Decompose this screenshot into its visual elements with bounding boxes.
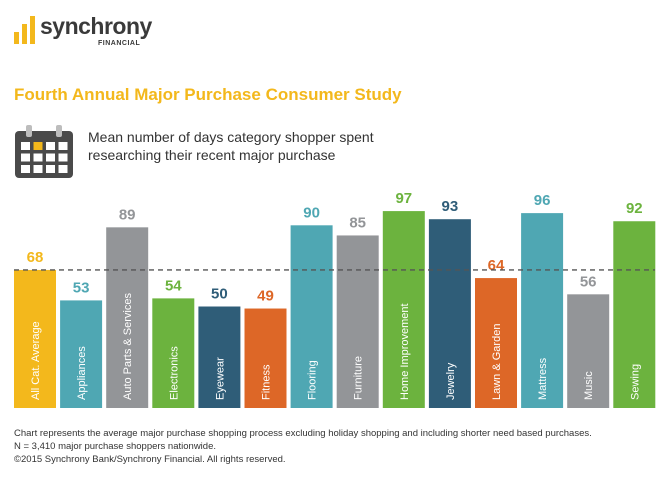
footnote-line-3: ©2015 Synchrony Bank/Synchrony Financial… [14, 454, 286, 465]
value-label-lawn-and-garden: 64 [488, 257, 505, 274]
bar-eyewear [198, 306, 241, 408]
footnote: Chart represents the average major purch… [14, 427, 654, 466]
value-label-all-cat-average: 68 [27, 249, 44, 266]
category-label-all-cat-average: All Cat. Average [30, 321, 42, 400]
category-label-lawn-and-garden: Lawn & Garden [491, 324, 503, 400]
category-label-eyewear: Eyewear [214, 357, 226, 400]
category-label-flooring: Flooring [307, 360, 319, 400]
category-label-sewing: Sewing [629, 364, 641, 400]
category-label-furniture: Furniture [353, 356, 365, 400]
bar-lawn-and-garden [475, 278, 517, 408]
bar-sewing [613, 221, 656, 408]
category-label-appliances: Appliances [76, 346, 88, 400]
bar-auto-parts-and-services [106, 227, 149, 408]
chart-subtitle: Mean number of days category shopper spe… [88, 128, 408, 164]
value-label-sewing: 92 [626, 200, 643, 217]
bar-furniture [336, 235, 379, 408]
footnote-line-1: Chart represents the average major purch… [14, 428, 592, 439]
subtitle-line-1: Mean number of days category shopper spe… [88, 129, 374, 145]
bar-all-cat-average [14, 269, 56, 408]
bar-fitness [244, 308, 287, 408]
logo-bars-icon [14, 16, 36, 44]
category-label-home-improvement: Home Improvement [399, 303, 411, 400]
footnote-line-2: N = 3,410 major purchase shoppers nation… [14, 441, 216, 452]
synchrony-logo: synchrony FINANCIAL [14, 12, 164, 47]
bar-appliances [60, 300, 103, 408]
calendar-icon [15, 125, 73, 178]
value-label-mattress: 96 [534, 192, 551, 209]
value-label-auto-parts-and-services: 89 [119, 206, 136, 223]
value-label-flooring: 90 [303, 204, 320, 221]
value-label-home-improvement: 97 [395, 190, 412, 207]
value-label-jewelry: 93 [442, 198, 459, 215]
category-label-jewelry: Jewelry [445, 362, 457, 400]
study-title: Fourth Annual Major Purchase Consumer St… [14, 85, 402, 104]
category-label-mattress: Mattress [537, 357, 549, 400]
value-label-music: 56 [580, 273, 597, 290]
category-label-fitness: Fitness [261, 364, 273, 400]
value-label-fitness: 49 [257, 288, 274, 305]
value-label-eyewear: 50 [211, 286, 228, 303]
category-label-auto-parts-and-services: Auto Parts & Services [122, 293, 134, 400]
bar-home-improvement [382, 211, 425, 408]
value-label-appliances: 53 [73, 279, 90, 296]
bar-mattress [521, 213, 564, 408]
logo-sub: FINANCIAL [98, 40, 141, 47]
logo-brand: synchrony [40, 13, 152, 39]
value-label-furniture: 85 [349, 214, 366, 231]
category-label-electronics: Electronics [168, 346, 180, 400]
bar-jewelry [428, 219, 471, 408]
value-label-electronics: 54 [165, 277, 182, 294]
subtitle-line-2: researching their recent major purchase [88, 147, 336, 163]
bar-electronics [152, 298, 195, 408]
bar-flooring [290, 225, 333, 408]
category-label-music: Music [583, 371, 595, 400]
bar-music [567, 294, 610, 408]
